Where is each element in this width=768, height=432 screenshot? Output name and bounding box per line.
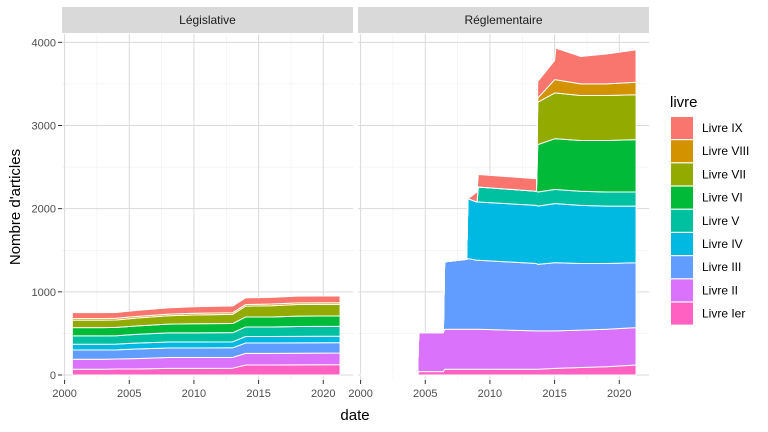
strip-background <box>358 7 649 33</box>
legend-key-livre-viii <box>671 140 693 163</box>
area-layer <box>360 47 637 376</box>
legend-title: livre <box>670 94 698 111</box>
legend: livre Livre IX Livre VIII Livre VII Livre V… <box>670 94 749 325</box>
legend-key-livre-ix <box>671 117 693 139</box>
x-tick-label: 2010 <box>182 388 206 400</box>
legend-key-livre-vii <box>671 163 693 186</box>
y-tick-label: 3000 <box>32 120 56 132</box>
x-tick-layer: 2000 2005 2010 2015 2020 <box>52 380 335 400</box>
x-tick-layer: 2000 2005 2010 2015 2020 <box>348 380 631 400</box>
legend-label-livre-iv: Livre IV <box>702 237 743 251</box>
y-axis-title: Nombre d'articles <box>7 149 24 265</box>
x-tick-label: 2005 <box>117 388 141 400</box>
legend-label-livre-ier: Livre Ier <box>702 307 745 321</box>
y-tick-layer: 0 1000 2000 3000 4000 <box>32 37 62 382</box>
x-tick-label: 2015 <box>246 388 270 400</box>
area-layer <box>71 295 341 376</box>
legend-label-livre-vi: Livre VI <box>702 191 743 205</box>
panel-legislative: Législative 2000 2005 2010 2015 2020 0 1000 20… <box>32 7 353 400</box>
legend-key-livre-vi <box>671 186 693 209</box>
strip-background <box>62 7 353 33</box>
x-tick-label: 2000 <box>348 388 372 400</box>
x-tick-label: 2010 <box>478 388 502 400</box>
x-tick-label: 2005 <box>413 388 437 400</box>
y-tick-label: 2000 <box>32 204 56 216</box>
legend-key-livre-v <box>671 209 693 232</box>
area-livre-ix <box>360 47 637 376</box>
y-tick-label: 4000 <box>32 37 56 49</box>
y-tick-label: 1000 <box>32 287 56 299</box>
strip-label: Réglementaire <box>464 13 542 27</box>
legend-label-livre-viii: Livre VIII <box>702 144 749 158</box>
x-tick-label: 2000 <box>52 388 76 400</box>
x-tick-label: 2015 <box>542 388 566 400</box>
legend-key-livre-ier <box>671 302 693 325</box>
panel-reglementaire: Réglementaire 2000 2005 2010 2015 2020 <box>348 7 649 400</box>
area-livre-ix <box>71 295 341 319</box>
x-axis-title: date <box>340 407 369 424</box>
x-tick-label: 2020 <box>607 388 631 400</box>
legend-key-livre-iv <box>671 233 693 255</box>
y-tick-label: 0 <box>50 370 56 382</box>
x-tick-label: 2020 <box>311 388 335 400</box>
legend-label-livre-vii: Livre VII <box>702 167 746 181</box>
strip-label: Législative <box>179 13 236 27</box>
legend-label-livre-v: Livre V <box>702 214 739 228</box>
legend-key-livre-iii <box>671 256 693 279</box>
legend-label-livre-ix: Livre IX <box>702 121 743 135</box>
legend-key-livre-ii <box>671 279 693 302</box>
legend-label-livre-iii: Livre III <box>702 260 741 274</box>
legend-label-livre-ii: Livre II <box>702 283 738 297</box>
